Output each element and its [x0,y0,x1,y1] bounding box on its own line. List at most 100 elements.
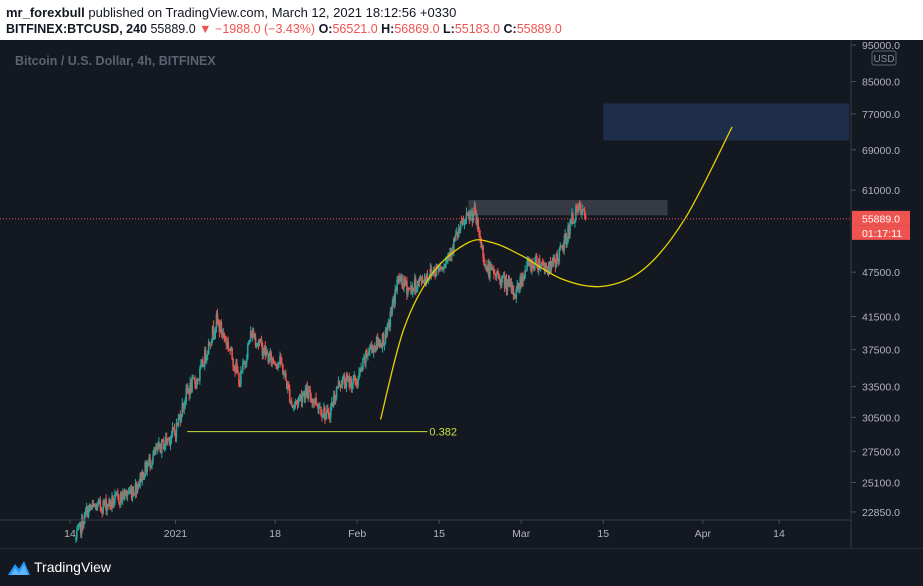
candle-body [192,377,194,379]
candle-body [146,465,148,472]
candle-body [129,489,132,491]
candle-body [379,343,382,348]
candle-body [264,346,267,356]
candle-body [460,221,463,223]
candle-body [190,382,192,392]
candle-body [200,364,202,369]
candle-body [465,213,468,220]
candle-body [454,234,457,241]
candle-body [554,260,557,267]
tradingview-brand[interactable]: TradingView [34,559,112,575]
candle-body [291,404,294,409]
candle-body [116,493,118,495]
candle-body [458,228,461,231]
candle-body [553,257,556,261]
candle-body [485,265,487,267]
candle-body [369,345,372,350]
chart-area[interactable]: 0.382 95000.0 85000.0 77000.0 69000.0 61000.… [0,40,923,548]
candle-body [373,345,376,348]
candle-body [185,387,188,402]
candle-body [221,333,224,335]
candle-body [355,382,357,385]
candle-body [463,219,466,225]
candle-body [393,296,396,304]
candle-body [276,366,278,368]
candle-body [331,402,334,406]
candle-body [502,275,505,277]
candle-body [202,360,204,367]
candle-body [130,489,133,498]
candle-body [110,504,112,507]
author-name[interactable]: mr_forexbull [6,5,85,20]
candle-body [347,376,350,379]
candle-body [270,352,272,363]
candle-body [211,326,214,341]
candle-body [380,343,383,348]
candle-body [81,518,84,529]
candle-body [91,503,94,508]
symbol-label[interactable]: BITFINEX:BTCUSD, 240 [6,22,147,36]
candle-body [382,334,385,347]
candle-body [384,330,387,344]
candle-body [468,214,471,221]
candle-body [183,403,186,409]
candle-body [523,277,525,281]
candle-body [177,417,180,426]
candle-body [193,377,195,380]
target-zone[interactable] [603,103,850,141]
last-price-badge[interactable] [852,210,910,226]
candle-body [475,211,478,224]
candle-body [95,506,98,511]
candle-body [261,342,264,356]
open-value: 56521.0 [332,22,378,36]
candle-body [397,276,399,280]
time-axis[interactable]: 14 2021 18 Feb 15 Mar 15 Apr 14 [64,520,785,540]
candle-body [549,262,552,269]
projection-curve[interactable] [379,126,733,420]
candle-body [191,378,193,392]
candle-body [445,259,447,266]
candle-body [452,238,455,251]
candle-body [346,375,349,379]
price-chart[interactable]: 0.382 95000.0 85000.0 77000.0 69000.0 61000.… [0,40,923,548]
candle-body [473,206,476,215]
y-tick-label: 25100.0 [862,478,900,490]
candle-body [234,368,236,372]
candle-body [302,393,305,396]
candle-body [209,345,212,347]
y-tick-label: 69000.0 [862,145,900,157]
candle-body [400,274,402,279]
candle-body [312,399,314,404]
candle-body [446,258,448,260]
candle-body [500,276,503,286]
candle-body [139,473,142,483]
candle-body [439,266,441,268]
candle-body [369,349,371,351]
candle-body [374,345,377,350]
resistance-zone[interactable] [468,200,668,216]
candle-body [461,220,464,223]
candle-body [298,396,301,399]
candle-body [268,355,271,363]
candle-body [562,248,564,251]
tradingview-logo-icon[interactable] [8,559,30,575]
price-axis[interactable]: 95000.085000.077000.069000.061000.055000… [851,40,910,519]
candle-body [568,226,570,235]
candle-body [415,288,418,293]
candle-body [315,397,317,405]
candle-body [438,266,440,270]
candle-body [159,442,161,448]
candle-body [376,337,379,346]
candle-body [405,280,407,286]
candle-body [526,260,528,271]
candle-body [383,343,386,347]
candle-body [152,455,154,462]
candle-body [253,337,256,339]
candle-body [467,214,470,216]
candle-body [540,261,543,267]
candle-body [97,501,100,503]
candle-body [85,507,88,512]
candle-body [267,353,270,363]
candle-body [507,280,510,284]
candle-body [337,380,340,389]
